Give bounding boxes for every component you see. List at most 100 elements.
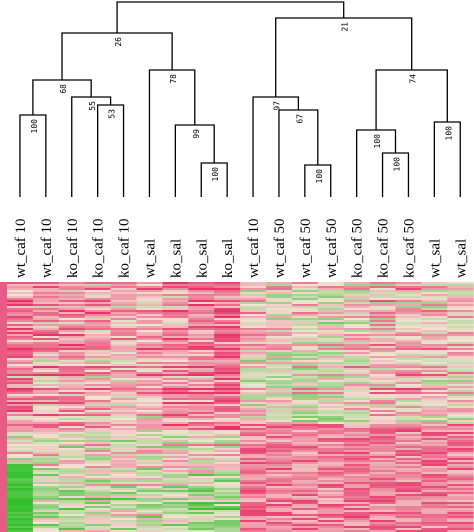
- heatmap-cell: [32, 440, 60, 443]
- heatmap-cell: [395, 480, 422, 483]
- heatmap-cell: [395, 332, 422, 335]
- heatmap-cell: [291, 338, 319, 341]
- heatmap-cell: [7, 332, 34, 335]
- heatmap-cell: [32, 526, 60, 529]
- heatmap-cell: [369, 402, 396, 405]
- heatmap-cell: [343, 352, 371, 355]
- heatmap-cell: [395, 326, 422, 329]
- heatmap-cell: [110, 480, 137, 483]
- heatmap-cell: [421, 286, 448, 289]
- heatmap-cell: [395, 518, 422, 521]
- heatmap-cell: [421, 482, 448, 485]
- heatmap-cell: [266, 460, 293, 463]
- heatmap-cell: [266, 322, 293, 325]
- heatmap-cell: [7, 362, 34, 365]
- heatmap-cell: [447, 442, 474, 445]
- heatmap-cell: [317, 372, 345, 375]
- heatmap-cell: [32, 528, 60, 531]
- heatmap-cell: [291, 328, 319, 331]
- heatmap-cell: [395, 386, 422, 389]
- heatmap-cell: [162, 506, 189, 509]
- heatmap-cell: [162, 318, 189, 321]
- heatmap-cell: [343, 388, 371, 391]
- heatmap-cell: [7, 438, 34, 441]
- heatmap-cell: [136, 520, 163, 523]
- heatmap-cell: [317, 496, 345, 499]
- heatmap-cell: [162, 368, 189, 371]
- heatmap-cell: [162, 524, 189, 527]
- heatmap-cell: [240, 516, 267, 519]
- heatmap-cell: [240, 360, 267, 363]
- heatmap-cell: [188, 304, 215, 307]
- heatmap-cell: [369, 368, 396, 371]
- heatmap-cell: [369, 378, 396, 381]
- heatmap-cell: [7, 402, 34, 405]
- heatmap-cell: [136, 426, 163, 429]
- heatmap-cell: [395, 512, 422, 515]
- heatmap-cell: [240, 456, 267, 459]
- heatmap-cell: [343, 530, 371, 532]
- heatmap-cell: [317, 312, 345, 315]
- heatmap-cell: [162, 382, 189, 385]
- heatmap-cell: [58, 286, 86, 289]
- heatmap-cell: [110, 512, 137, 515]
- heatmap-cell: [7, 496, 34, 499]
- heatmap-cell: [266, 332, 293, 335]
- heatmap-cell: [7, 430, 34, 433]
- heatmap-cell: [188, 298, 215, 301]
- heatmap-cell: [447, 516, 474, 519]
- heatmap-cell: [421, 496, 448, 499]
- heatmap-cell: [395, 490, 422, 493]
- heatmap-cell: [369, 474, 396, 477]
- sample-label: ko_caf 50: [376, 218, 392, 278]
- heatmap-cell: [447, 368, 474, 371]
- heatmap-cell: [110, 506, 137, 509]
- heatmap-cell: [421, 392, 448, 395]
- heatmap-cell: [110, 522, 137, 525]
- heatmap-cell: [110, 384, 137, 387]
- heatmap-cell: [266, 304, 293, 307]
- heatmap-cell: [317, 356, 345, 359]
- heatmap-cell: [291, 476, 319, 479]
- heatmap-cell: [317, 468, 345, 471]
- heatmap-cell: [343, 416, 371, 419]
- heatmap-cell: [291, 480, 319, 483]
- sample-label: wt_caf 50: [272, 218, 288, 278]
- heatmap-cell: [58, 336, 86, 339]
- heatmap-cell: [343, 526, 371, 529]
- heatmap-cell: [421, 342, 448, 345]
- heatmap-cell: [110, 338, 137, 341]
- heatmap-cell: [240, 508, 267, 511]
- heatmap-cell: [58, 482, 86, 485]
- heatmap-cell: [291, 452, 319, 455]
- heatmap-cell: [136, 464, 163, 467]
- heatmap-cell: [317, 424, 345, 427]
- heatmap-cell: [369, 392, 396, 395]
- heatmap-cell: [32, 350, 60, 353]
- heatmap-cell: [214, 350, 241, 353]
- heatmap-cell: [32, 400, 60, 403]
- heatmap-cell: [84, 382, 112, 385]
- heatmap-cell: [58, 368, 86, 371]
- heatmap-cell: [162, 484, 189, 487]
- heatmap-cell: [369, 308, 396, 311]
- heatmap-cell: [317, 298, 345, 301]
- heatmap-cell: [421, 444, 448, 447]
- heatmap-cell: [317, 334, 345, 337]
- heatmap-cell: [214, 298, 241, 301]
- heatmap-cell: [136, 420, 163, 423]
- heatmap-cell: [58, 322, 86, 325]
- heatmap-cell: [84, 480, 112, 483]
- heatmap-cell: [110, 356, 137, 359]
- heatmap-cell: [58, 450, 86, 453]
- heatmap-cell: [136, 334, 163, 337]
- heatmap-cell: [162, 306, 189, 309]
- heatmap-cell: [291, 442, 319, 445]
- heatmap-cell: [84, 432, 112, 435]
- heatmap-cell: [291, 386, 319, 389]
- heatmap-cell: [110, 306, 137, 309]
- heatmap-cell: [447, 288, 474, 291]
- heatmap-cell: [447, 340, 474, 343]
- heatmap-cell: [421, 340, 448, 343]
- heatmap-cell: [291, 312, 319, 315]
